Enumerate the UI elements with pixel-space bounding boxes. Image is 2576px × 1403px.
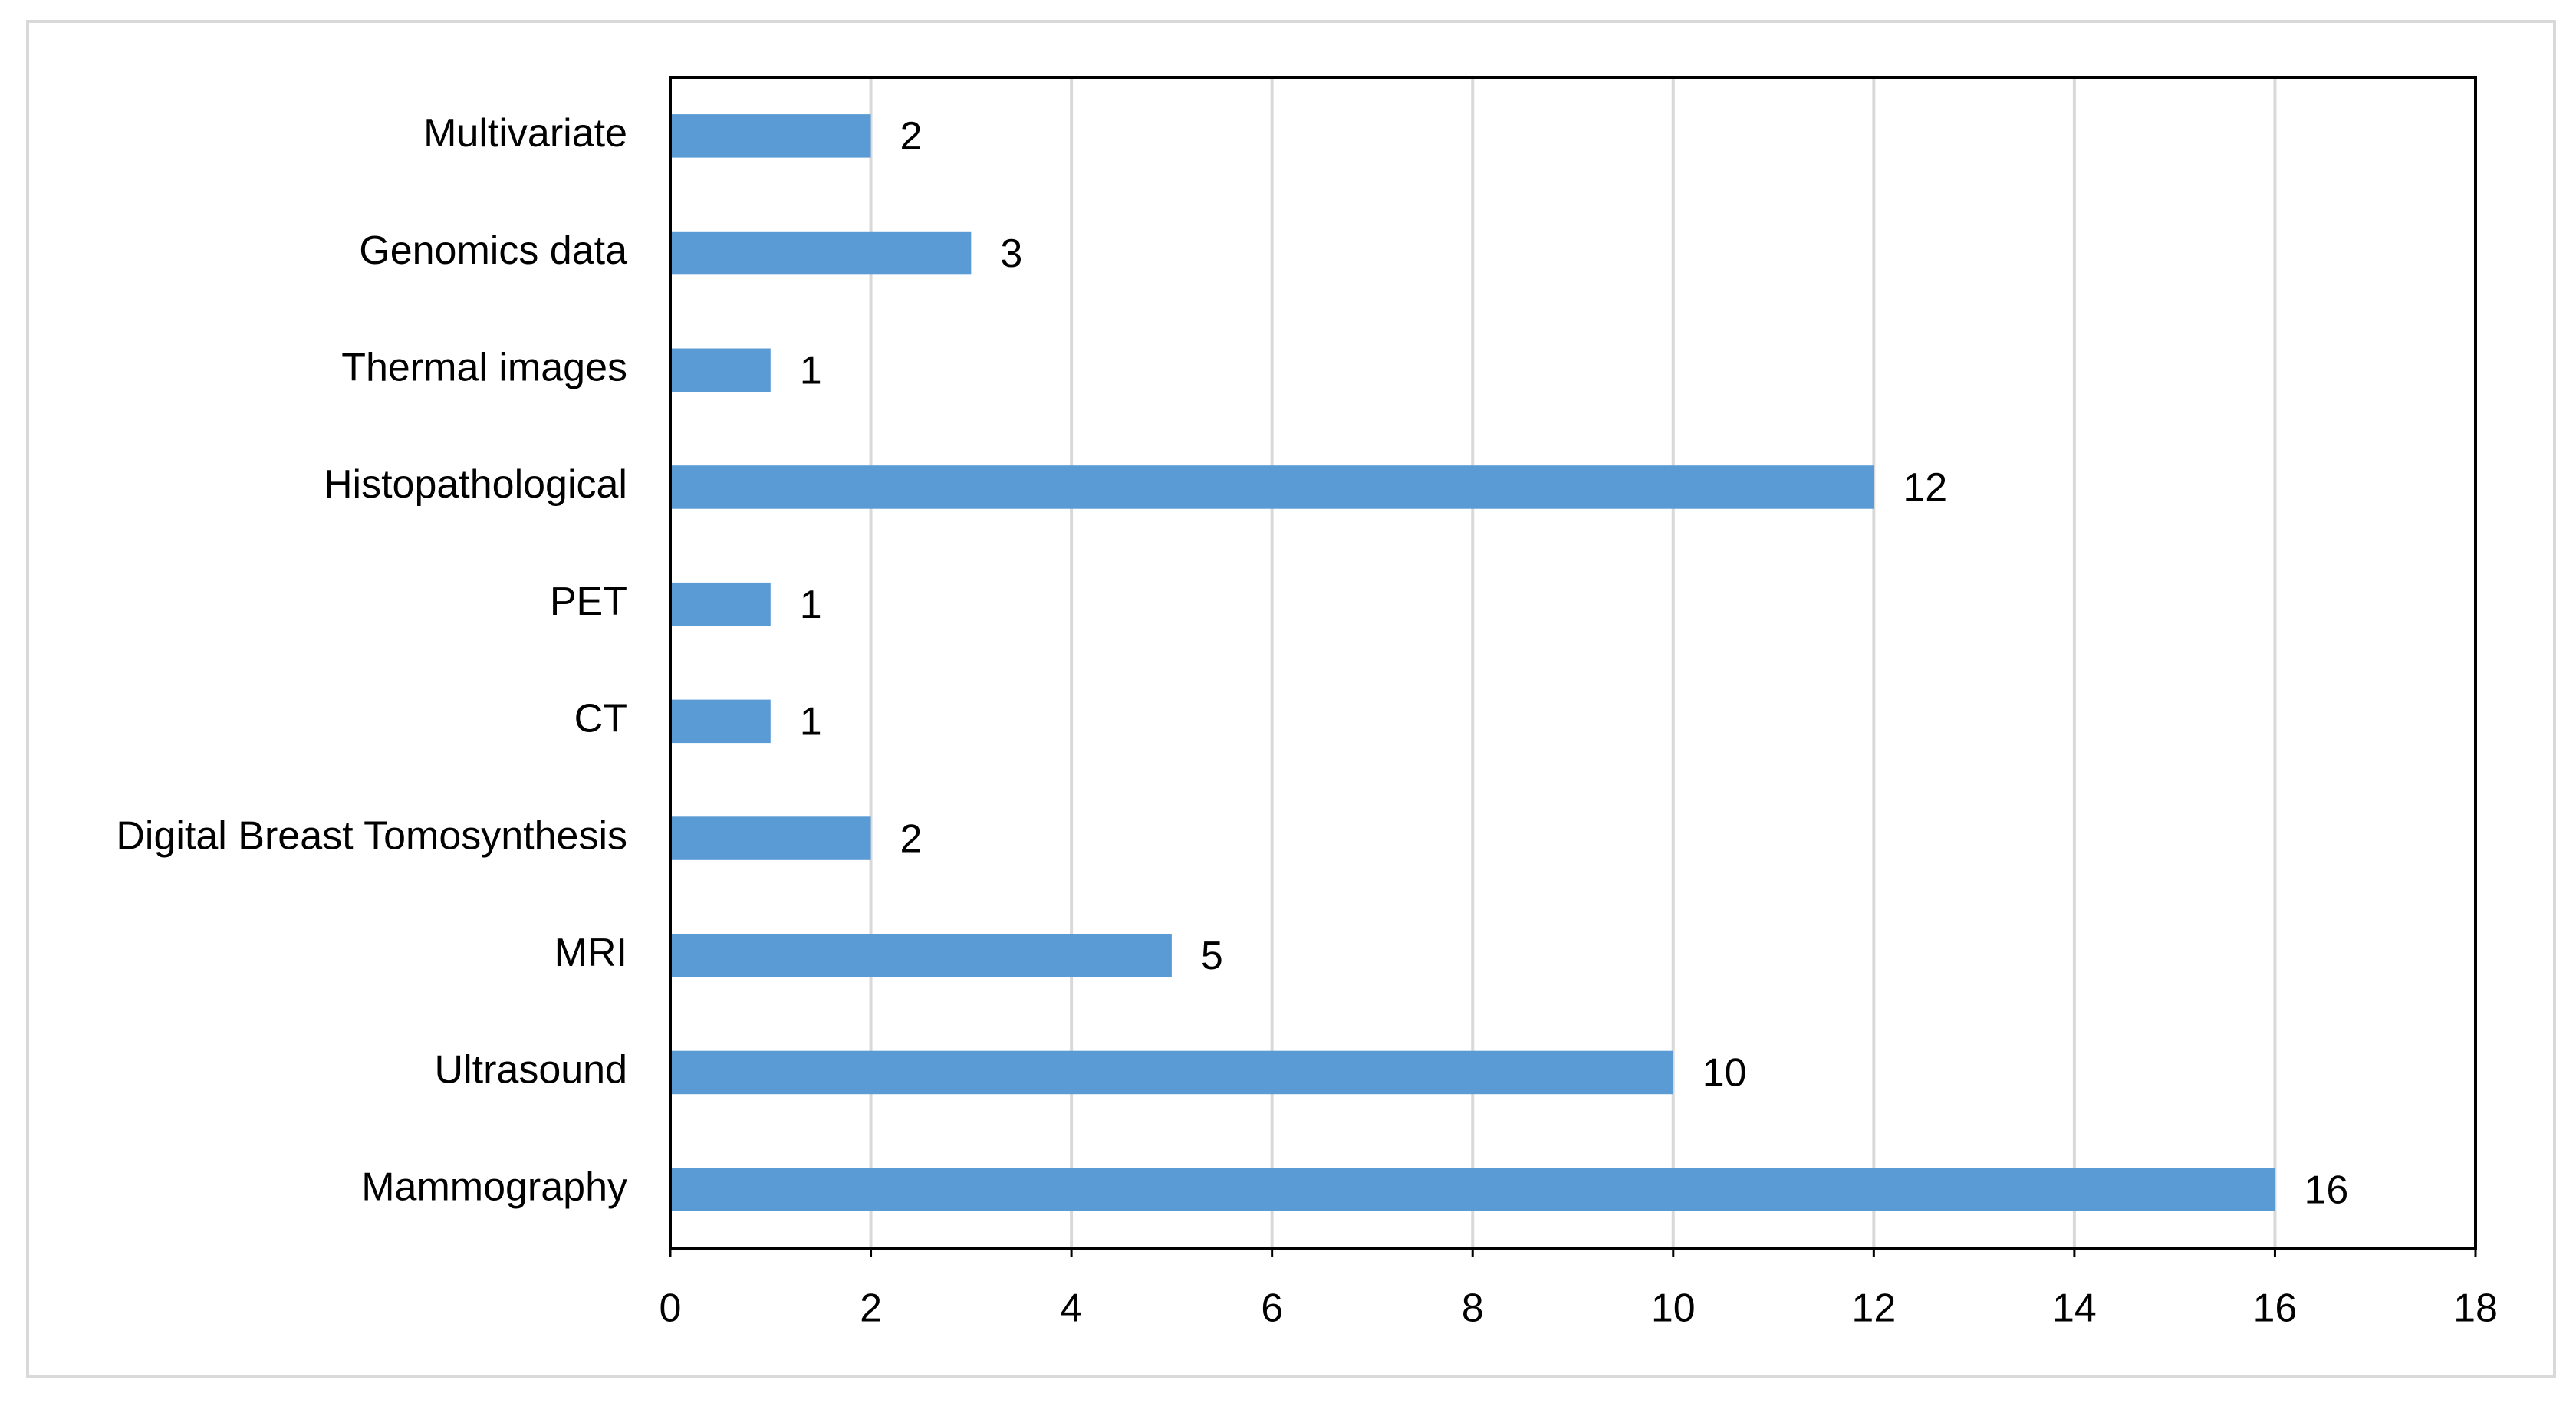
bar [670,934,1172,978]
bar [670,114,871,158]
y-tick-label: Genomics data [359,228,627,273]
x-tick-label: 6 [1261,1286,1283,1331]
plot-frame [669,76,2477,1250]
value-label: 5 [1201,934,1223,978]
bar [670,1168,2275,1211]
value-label: 10 [1703,1051,1747,1096]
y-tick-label: MRI [554,931,627,975]
bar [670,816,871,860]
value-label: 16 [2304,1168,2348,1212]
y-tick-label: Ultrasound [435,1048,627,1092]
y-tick-label: Mammography [361,1165,627,1209]
y-tick-label: CT [574,697,627,741]
x-tick-label: 10 [1651,1286,1696,1331]
bar [670,231,972,275]
x-tick-label: 12 [1851,1286,1896,1331]
value-label: 3 [1000,232,1022,276]
y-tick-label: PET [550,580,627,624]
bar [670,699,771,744]
bar [670,465,1874,509]
value-label: 2 [900,816,923,861]
bar [670,582,771,626]
bar [670,1050,1673,1095]
x-tick-label: 2 [860,1286,882,1331]
value-label: 1 [800,348,822,393]
x-tick-label: 0 [660,1286,682,1331]
x-tick-label: 14 [2052,1286,2097,1331]
y-tick-label: Multivariate [423,111,627,156]
value-label: 1 [800,700,822,744]
chart-border [26,20,2556,1378]
x-tick-label: 16 [2253,1286,2298,1331]
x-tick-label: 4 [1061,1286,1083,1331]
x-tick-label: 8 [1462,1286,1484,1331]
y-tick-label: Histopathological [324,462,627,507]
value-label: 1 [800,583,822,627]
y-tick-label: Digital Breast Tomosynthesis [116,813,627,858]
x-tick-label: 18 [2453,1286,2498,1331]
y-tick-label: Thermal images [341,345,627,389]
bar [670,348,771,392]
value-label: 2 [900,114,923,159]
value-label: 12 [1903,465,1947,510]
